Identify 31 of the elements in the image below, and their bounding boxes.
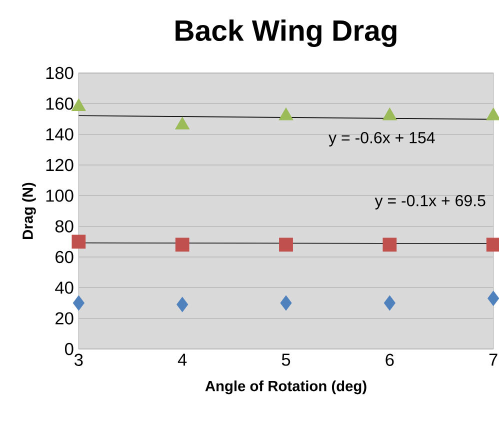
point bbox=[280, 295, 292, 311]
y-tick-label: 180 bbox=[46, 66, 74, 80]
point bbox=[175, 116, 190, 130]
x-tick-label: 5 bbox=[282, 354, 290, 366]
y-tick-label: 160 bbox=[46, 98, 74, 110]
point bbox=[72, 295, 84, 311]
point bbox=[175, 238, 190, 252]
annotation: y = -0.6x + 154 bbox=[328, 132, 435, 147]
point bbox=[382, 108, 397, 120]
annotation: y = -0.1x + 69.5 bbox=[374, 194, 486, 210]
chart-title: Back Wing Drag bbox=[176, 19, 396, 47]
x-tick-label: 6 bbox=[386, 354, 394, 366]
y-axis-title: Drag (N) bbox=[22, 182, 36, 239]
point bbox=[176, 296, 188, 312]
y-tick-label: 40 bbox=[55, 282, 74, 294]
y-tick-label: 140 bbox=[46, 128, 74, 140]
y-tick-label: 20 bbox=[56, 312, 74, 324]
point bbox=[278, 108, 294, 120]
y-tick-label: 120 bbox=[46, 158, 74, 172]
x-tick-label: 7 bbox=[489, 354, 498, 366]
y-tick-label: 80 bbox=[55, 220, 74, 232]
point bbox=[382, 238, 397, 252]
y-tick-label: 100 bbox=[46, 190, 74, 202]
x-tick-label: 4 bbox=[178, 354, 187, 366]
x-tick-label: 3 bbox=[74, 354, 83, 366]
x-axis-title: Angle of Rotation (deg) bbox=[205, 380, 366, 394]
y-tick-label: 0 bbox=[64, 342, 74, 356]
point bbox=[279, 238, 293, 252]
point bbox=[72, 234, 86, 249]
y-tick-label: 60 bbox=[56, 250, 74, 264]
point bbox=[384, 295, 396, 311]
